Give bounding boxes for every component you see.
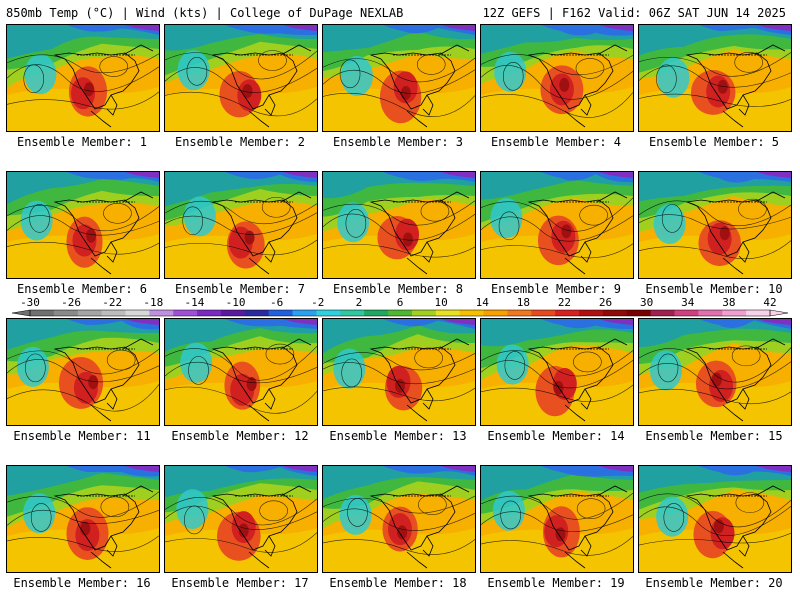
- colorbar-swatch: [650, 310, 676, 316]
- colorbar-tick-label: -22: [102, 296, 122, 309]
- colorbar-tick-label: -10: [226, 296, 246, 309]
- colorbar-swatch: [364, 310, 389, 316]
- colorbar-swatch: [77, 310, 103, 316]
- ensemble-member-map: [480, 171, 634, 279]
- colorbar-swatch: [340, 310, 365, 316]
- colorbar-tick-label: -30: [20, 296, 40, 309]
- colorbar-swatch: [125, 310, 150, 316]
- colorbar-tick-label: 38: [722, 296, 735, 309]
- colorbar-tick-label: 34: [681, 296, 695, 309]
- colorbar-swatch: [30, 310, 55, 316]
- colorbar-tick-label: -18: [143, 296, 163, 309]
- colorbar-left-arrow: [11, 309, 31, 317]
- ensemble-member-map: [480, 318, 634, 426]
- ensemble-member-label: Ensemble Member: 13: [329, 429, 467, 443]
- colorbar-tick-label: -14: [185, 296, 205, 309]
- colorbar-swatch: [388, 310, 413, 316]
- ensemble-member-map: [480, 465, 634, 573]
- colorbar-swatch: [149, 310, 174, 316]
- colorbar-swatch: [722, 310, 747, 316]
- ensemble-member-label: Ensemble Member: 9: [490, 282, 622, 296]
- colorbar-tick-label: 26: [599, 296, 612, 309]
- ensemble-member-label: Ensemble Member: 20: [645, 576, 783, 590]
- ensemble-member-label: Ensemble Member: 6: [16, 282, 148, 296]
- colorbar-swatch: [244, 310, 270, 316]
- colorbar-swatch: [197, 310, 222, 316]
- ensemble-member-label: Ensemble Member: 18: [329, 576, 467, 590]
- ensemble-member-label: Ensemble Member: 3: [332, 135, 464, 149]
- colorbar-swatch: [483, 310, 508, 316]
- colorbar-swatch: [507, 310, 532, 316]
- ensemble-member-map: [638, 318, 792, 426]
- colorbar-swatch: [101, 310, 126, 316]
- ensemble-member-label: Ensemble Member: 5: [648, 135, 780, 149]
- colorbar-swatch: [459, 310, 485, 316]
- colorbar-right-arrow: [769, 309, 789, 317]
- ensemble-member-label: Ensemble Member: 2: [174, 135, 306, 149]
- ensemble-member-map: [164, 465, 318, 573]
- ensemble-member-map: [164, 24, 318, 132]
- ensemble-member-label: Ensemble Member: 12: [171, 429, 309, 443]
- colorbar-swatch: [674, 310, 699, 316]
- colorbar-swatch: [698, 310, 723, 316]
- colorbar-swatch: [626, 310, 652, 316]
- colorbar-swatch: [435, 310, 461, 316]
- ensemble-member-label: Ensemble Member: 17: [171, 576, 309, 590]
- ensemble-member-map: [322, 24, 476, 132]
- colorbar-tick-label: 14: [476, 296, 490, 309]
- colorbar-swatch: [316, 310, 341, 316]
- ensemble-member-map: [322, 318, 476, 426]
- ensemble-member-map: [164, 171, 318, 279]
- ensemble-member-label: Ensemble Member: 4: [490, 135, 622, 149]
- colorbar-swatch: [746, 310, 771, 316]
- colorbar-swatch: [220, 310, 246, 316]
- model-run-info: 12Z GEFS | F162 Valid: 06Z SAT JUN 14 20…: [482, 6, 786, 20]
- colorbar-tick-label: 42: [763, 296, 776, 309]
- colorbar-swatch: [292, 310, 317, 316]
- ensemble-member-map: [322, 465, 476, 573]
- ensemble-member-map: [6, 24, 160, 132]
- ensemble-member-label: Ensemble Member: 7: [174, 282, 306, 296]
- colorbar-tick-label: -2: [311, 296, 324, 309]
- ensemble-member-map: [638, 465, 792, 573]
- colorbar-swatch: [411, 310, 437, 316]
- colorbar-tick-label: 2: [356, 296, 363, 309]
- colorbar-swatch: [602, 310, 628, 316]
- colorbar-swatch: [579, 310, 604, 316]
- ensemble-member-map: [322, 171, 476, 279]
- ensemble-member-label: Ensemble Member: 19: [487, 576, 625, 590]
- ensemble-member-map: [480, 24, 634, 132]
- colorbar-tick-label: 10: [434, 296, 447, 309]
- temperature-colorbar: -30 -26 -22 -18 -14 -10 -6 -2 2 6 10 14 18 22 26 30 34 38…: [11, 296, 789, 317]
- colorbar-swatch: [173, 310, 198, 316]
- ensemble-member-map: [6, 171, 160, 279]
- ensemble-member-map: [164, 318, 318, 426]
- ensemble-member-label: Ensemble Member: 16: [13, 576, 151, 590]
- colorbar-swatch: [555, 310, 580, 316]
- colorbar-swatch: [268, 310, 294, 316]
- colorbar-tick-label: -6: [270, 296, 283, 309]
- colorbar-tick-label: 30: [640, 296, 653, 309]
- colorbar-swatch: [531, 310, 556, 316]
- colorbar-tick-label: 6: [397, 296, 404, 309]
- ensemble-member-label: Ensemble Member: 14: [487, 429, 625, 443]
- ensemble-member-map: [6, 318, 160, 426]
- colorbar-tick-label: -26: [61, 296, 81, 309]
- ensemble-member-label: Ensemble Member: 10: [645, 282, 783, 296]
- colorbar-tick-label: 18: [517, 296, 530, 309]
- map-title: 850mb Temp (°C) | Wind (kts) | College o…: [6, 6, 404, 20]
- ensemble-member-label: Ensemble Member: 15: [645, 429, 783, 443]
- ensemble-member-map: [6, 465, 160, 573]
- ensemble-member-map: [638, 171, 792, 279]
- ensemble-member-label: Ensemble Member: 8: [332, 282, 464, 296]
- colorbar-tick-label: 22: [558, 296, 571, 309]
- colorbar-swatch: [53, 310, 79, 316]
- ensemble-member-map: [638, 24, 792, 132]
- ensemble-member-label: Ensemble Member: 1: [16, 135, 148, 149]
- ensemble-member-label: Ensemble Member: 11: [13, 429, 151, 443]
